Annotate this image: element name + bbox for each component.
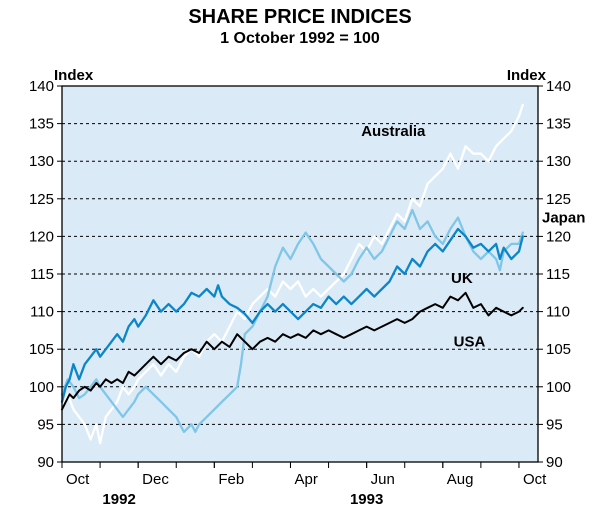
ytick-right: 115 (546, 266, 570, 283)
y-axis-title-left: Index (54, 67, 94, 84)
year-label: 1992 (102, 491, 135, 508)
ytick-left: 105 (29, 341, 54, 358)
share-price-chart: SHARE PRICE INDICES 1 October 1992 = 100… (0, 0, 600, 529)
chart-svg: Index Index 90 90 95 95 100 100 105 105 110 110 115 1… (14, 64, 586, 518)
ytick-left: 95 (37, 416, 54, 433)
series-label-uk: UK (451, 270, 473, 287)
ytick-right: 95 (546, 416, 563, 433)
xtick: Aug (447, 471, 474, 488)
year-label: 1993 (350, 491, 383, 508)
ytick-right: 105 (546, 341, 571, 358)
ytick-left: 135 (29, 116, 54, 133)
xtick: Jun (371, 471, 395, 488)
xtick: Oct (523, 471, 547, 488)
series-label-australia: Australia (361, 123, 426, 140)
ytick-left: 115 (30, 266, 54, 283)
ytick-left: 140 (29, 78, 54, 95)
ytick-left: 110 (30, 304, 54, 321)
ytick-left: 90 (37, 454, 54, 471)
chart-subtitle: 1 October 1992 = 100 (0, 30, 600, 48)
ytick-left: 125 (29, 191, 54, 208)
ytick-right: 140 (546, 78, 571, 95)
ytick-right: 130 (546, 153, 571, 170)
ytick-left: 120 (29, 228, 54, 245)
ytick-right: 125 (546, 191, 571, 208)
ytick-right: 110 (546, 304, 570, 321)
ytick-right: 135 (546, 116, 571, 133)
ytick-left: 100 (29, 379, 54, 396)
xtick: Apr (294, 471, 317, 488)
ytick-right: 90 (546, 454, 563, 471)
ytick-left: 130 (29, 153, 54, 170)
ytick-right: 120 (546, 228, 571, 245)
y-axis-title-right: Index (507, 67, 547, 84)
plot-area: Index Index 90 90 95 95 100 100 105 105 110 110 115 1… (14, 64, 586, 518)
series-label-japan: Japan (542, 210, 585, 227)
xtick: Feb (218, 471, 244, 488)
series-label-usa: USA (454, 334, 486, 351)
xtick: Oct (66, 471, 90, 488)
chart-title: SHARE PRICE INDICES (0, 0, 600, 28)
xtick: Dec (142, 471, 169, 488)
ytick-right: 100 (546, 379, 571, 396)
